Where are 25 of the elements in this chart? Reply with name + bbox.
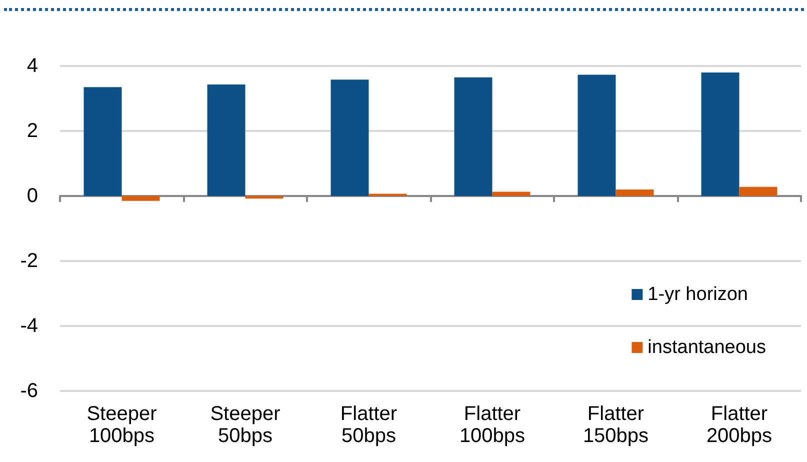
bar xyxy=(454,77,492,196)
bar xyxy=(701,72,740,196)
bar xyxy=(616,190,654,196)
y-tick-label: 0 xyxy=(26,185,38,207)
legend-label: instantaneous xyxy=(648,337,766,358)
bar xyxy=(578,74,616,196)
bar xyxy=(207,84,246,196)
bar xyxy=(122,196,160,201)
x-tick-label: Steeper 100bps xyxy=(86,403,158,447)
y-tick-label: -6 xyxy=(20,380,38,402)
y-tick-label: -2 xyxy=(20,250,38,272)
y-tick-label: 4 xyxy=(26,55,38,77)
x-tick-label: Flatter 200bps xyxy=(706,403,772,447)
x-tick-label: Flatter 50bps xyxy=(340,403,398,447)
x-tick-label: Flatter 150bps xyxy=(582,403,649,447)
bar xyxy=(84,87,122,196)
y-tick-label: -4 xyxy=(20,315,38,337)
bar xyxy=(245,196,284,199)
x-tick-label: Flatter 100bps xyxy=(459,403,526,447)
x-tick-label: Steeper 50bps xyxy=(210,403,281,447)
bar xyxy=(739,186,778,196)
bar xyxy=(330,80,369,196)
bar xyxy=(492,192,530,196)
legend-label: 1-yr horizon xyxy=(648,284,748,305)
y-tick-label: 2 xyxy=(26,120,38,142)
